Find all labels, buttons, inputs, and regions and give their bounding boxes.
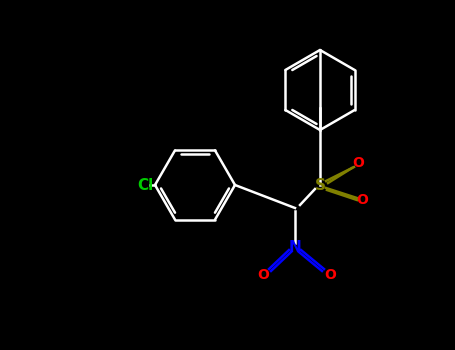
Text: O: O: [356, 193, 368, 207]
Text: O: O: [257, 268, 269, 282]
Text: N: N: [288, 240, 301, 256]
Text: O: O: [352, 156, 364, 170]
Text: O: O: [324, 268, 336, 282]
Text: Cl: Cl: [137, 177, 153, 192]
Text: S: S: [314, 177, 325, 192]
